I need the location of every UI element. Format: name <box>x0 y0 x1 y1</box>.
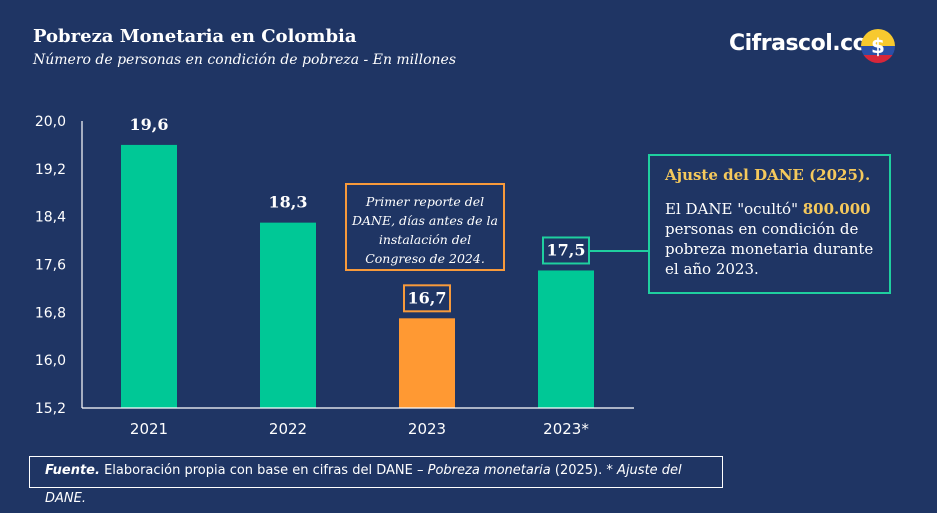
y-tick-label: 19,2 <box>35 162 66 178</box>
y-tick-label: 16,8 <box>35 305 66 321</box>
adjustment-highlight: 800.000 <box>802 200 871 218</box>
x-tick-label: 2021 <box>130 420 168 438</box>
value-label: 19,6 <box>130 115 169 134</box>
value-label: 17,5 <box>547 240 586 259</box>
y-tick-label: 15,2 <box>35 401 66 417</box>
bars: 19,6 2021 18,3 2022 16,7 2023 17,5 2023* <box>121 115 594 438</box>
report-note-text: Primer reporte del DANE, días antes de l… <box>351 194 499 266</box>
source-label: Fuente. <box>45 463 100 478</box>
source-publication: Pobreza monetaria <box>427 463 551 478</box>
bar-2023 <box>399 318 455 408</box>
x-tick-label: 2022 <box>269 420 307 438</box>
source-text-1: Elaboración propia con base en cifras de… <box>104 463 424 478</box>
chart-title: Pobreza Monetaria en Colombia <box>33 26 357 47</box>
source-footnote: Ajuste del DANE. <box>45 463 682 506</box>
x-tick-label: 2023* <box>543 420 589 438</box>
bar-2023-adjusted <box>538 270 594 408</box>
adjustment-text-post: personas en condición de pobreza monetar… <box>665 220 874 278</box>
colombia-coin-icon: $ <box>861 29 895 63</box>
adjustment-text-pre: El DANE "ocultó" <box>665 200 798 218</box>
value-label: 16,7 <box>408 288 447 307</box>
source-note: Fuente. Elaboración propia con base en c… <box>29 456 723 506</box>
y-tick-label: 16,0 <box>35 353 66 369</box>
bar-2022 <box>260 222 316 408</box>
y-tick-label: 18,4 <box>35 210 66 226</box>
adjustment-title: Ajuste del DANE (2025). <box>665 166 871 184</box>
value-label-box <box>403 284 451 313</box>
source-text-2: (2025). * <box>554 463 613 478</box>
y-axis: 15,2 16,0 16,8 17,6 18,4 19,2 20,0 <box>35 114 66 417</box>
value-label: 18,3 <box>269 193 308 212</box>
report-note-box: Primer reporte del DANE, días antes de l… <box>345 183 505 271</box>
y-tick-label: 20,0 <box>35 114 66 130</box>
dane-adjustment-box: Ajuste del DANE (2025). El DANE "ocultó"… <box>648 154 891 294</box>
x-tick-label: 2023 <box>408 420 446 438</box>
y-tick-label: 17,6 <box>35 258 66 274</box>
bar-2021 <box>121 144 177 408</box>
chart-subtitle: Número de personas en condición de pobre… <box>33 52 457 68</box>
svg-text:$: $ <box>871 34 885 58</box>
adjustment-text: El DANE "ocultó" 800.000 personas en con… <box>665 199 875 279</box>
